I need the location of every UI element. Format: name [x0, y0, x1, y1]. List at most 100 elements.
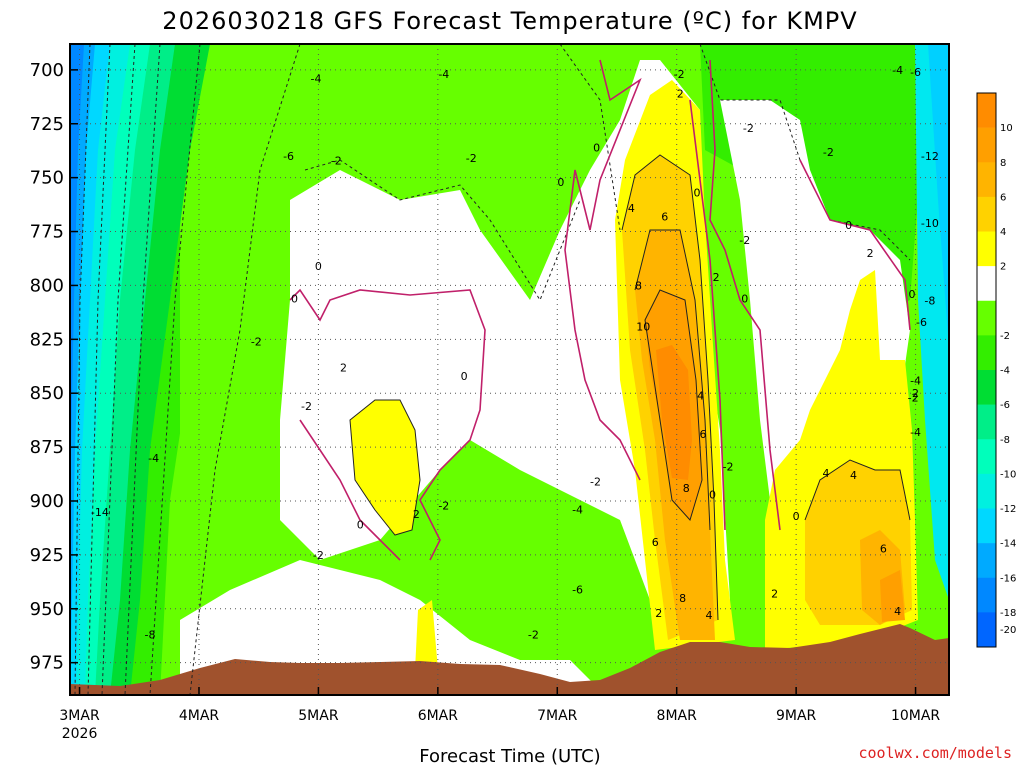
contour-label-15: 0 [557, 176, 564, 189]
y-tick-label-900: 900 [30, 491, 64, 512]
y-tick-label-700: 700 [30, 60, 64, 81]
contour-label-42: 4 [705, 609, 712, 622]
contour-label-18: 0 [461, 370, 468, 383]
contour-label-38: 6 [699, 428, 706, 441]
contour-label-22: 0 [908, 288, 915, 301]
contour-label-40: 6 [652, 536, 659, 549]
x-tick-label-2: 5MAR [298, 708, 339, 724]
colorbar-swatch-10 [977, 439, 996, 475]
colorbar-swatch-0 [977, 93, 996, 128]
x-tick-sublabel-0: 2026 [62, 726, 98, 742]
contour-label-60: -14 [91, 506, 109, 519]
region-plus2-b [415, 600, 438, 670]
region-plus8-right [880, 570, 905, 622]
y-tick-label-725: 725 [30, 114, 64, 135]
contour-label-0: -4 [311, 72, 322, 85]
region-zero-bottom [180, 560, 600, 690]
colorbar-label-15: -20 [1000, 625, 1016, 636]
x-tick-label-0: 3MAR [59, 708, 100, 724]
colorbar-label-6: -2 [1000, 331, 1010, 342]
contour-label-2: -6 [283, 150, 294, 163]
contour-label-17: 0 [291, 292, 298, 305]
freezing-lines [289, 59, 911, 561]
y-tick-label-925: 925 [30, 545, 64, 566]
contour-label-57: -4 [572, 504, 583, 517]
contour-label-59: -8 [145, 629, 156, 642]
colorbar-swatch-14 [977, 577, 996, 613]
colorbar-label-11: -12 [1000, 504, 1016, 515]
colorbar-label-2: 6 [1000, 192, 1006, 203]
colorbar-swatch-15 [977, 612, 996, 648]
y-tick-label-950: 950 [30, 599, 64, 620]
x-axis-label: Forecast Time (UTC) [419, 746, 600, 767]
contour-label-7: -2 [823, 146, 834, 159]
colorbar-label-0: 10 [1000, 123, 1013, 134]
contour-label-53: -2 [528, 629, 539, 642]
plot-area [70, 44, 949, 695]
colorbar: 10 8 6 4 2 -2 -4 -6 -8 -10 -12 -14 -16 -18 -20 [976, 92, 1016, 648]
colorbar-swatch-2 [977, 162, 996, 198]
contour-label-9: -6 [910, 66, 921, 79]
colorbar-swatch-1 [977, 127, 996, 163]
contour-label-14: 0 [593, 141, 600, 154]
colorbar-swatch-5 [977, 266, 996, 302]
region-plus10-core [656, 345, 692, 480]
colorbar-swatch-9 [977, 404, 996, 440]
contour-labels: -4 -4 -6 -2 -2 -2 -2 -2 -4 -6 -12 -10 -8 -6 0 0 0 0 0 0 0 0 0 0… [91, 64, 939, 642]
colorbar-frame [976, 92, 997, 648]
contour-label-13: -6 [916, 316, 927, 329]
y-axis: 700 725 750 775 800 825 850 875 900 925 950 975 [30, 60, 78, 674]
region-minus18 [70, 44, 84, 450]
x-axis: 3MAR 2026 4MAR 5MAR 6MAR 7MAR 8MAR 9MAR 10MAR [59, 687, 940, 742]
x-tick-label-5: 8MAR [657, 708, 698, 724]
contour-label-10: -12 [921, 150, 939, 163]
contour-label-56: -4 [148, 452, 159, 465]
contour-label-43: 0 [709, 489, 716, 502]
colorbar-label-9: -8 [1000, 435, 1010, 446]
colorbar-swatch-7 [977, 335, 996, 371]
contour-label-55: -2 [739, 234, 750, 247]
colorbar-swatch-6 [977, 300, 996, 336]
contour-label-49: -2 [301, 400, 312, 413]
credit-link[interactable]: coolwx.com/models [858, 744, 1012, 762]
colorbar-swatch-13 [977, 543, 996, 579]
x-tick-label-6: 9MAR [776, 708, 817, 724]
y-tick-label-800: 800 [30, 275, 64, 296]
contour-label-24: 0 [793, 510, 800, 523]
contour-label-29: 2 [867, 247, 874, 260]
contour-label-34: 6 [661, 210, 668, 223]
contour-label-36: 10 [636, 320, 650, 333]
region-plus2-a [350, 400, 420, 535]
y-tick-label-875: 875 [30, 437, 64, 458]
contour-label-31: 2 [771, 588, 778, 601]
colorbar-label-8: -6 [1000, 400, 1010, 411]
contour-label-25: 2 [340, 361, 347, 374]
x-tick-label-4: 7MAR [537, 708, 578, 724]
y-tick-label-750: 750 [30, 168, 64, 189]
colorbar-label-10: -10 [1000, 469, 1016, 480]
colorbar-swatch-4 [977, 231, 996, 267]
contour-lines-solid [349, 154, 911, 621]
contour-label-19: 0 [694, 187, 701, 200]
x-tick-label-3: 6MAR [418, 708, 459, 724]
contour-label-16: 0 [315, 260, 322, 273]
contour-label-5: -2 [674, 68, 685, 81]
contour-label-32: 2 [655, 607, 662, 620]
y-tick-label-775: 775 [30, 222, 64, 243]
terrain [70, 624, 949, 695]
colorbar-label-4: 2 [1000, 262, 1006, 273]
contour-label-8: -4 [892, 64, 903, 77]
contour-label-52: -2 [590, 476, 601, 489]
contour-label-47: 4 [894, 605, 901, 618]
contour-label-12: -8 [924, 295, 935, 308]
contour-label-51: -2 [438, 499, 449, 512]
colorbar-label-13: -16 [1000, 573, 1016, 584]
contour-label-11: -10 [921, 217, 939, 230]
contour-label-39: 8 [683, 482, 690, 495]
region-minus2-left [160, 44, 300, 695]
contour-label-6: -2 [743, 122, 754, 135]
contour-label-26: 2 [413, 508, 420, 521]
contour-label-33: 4 [628, 202, 635, 215]
contour-label-3: -2 [331, 154, 342, 167]
y-tick-label-975: 975 [30, 653, 64, 674]
